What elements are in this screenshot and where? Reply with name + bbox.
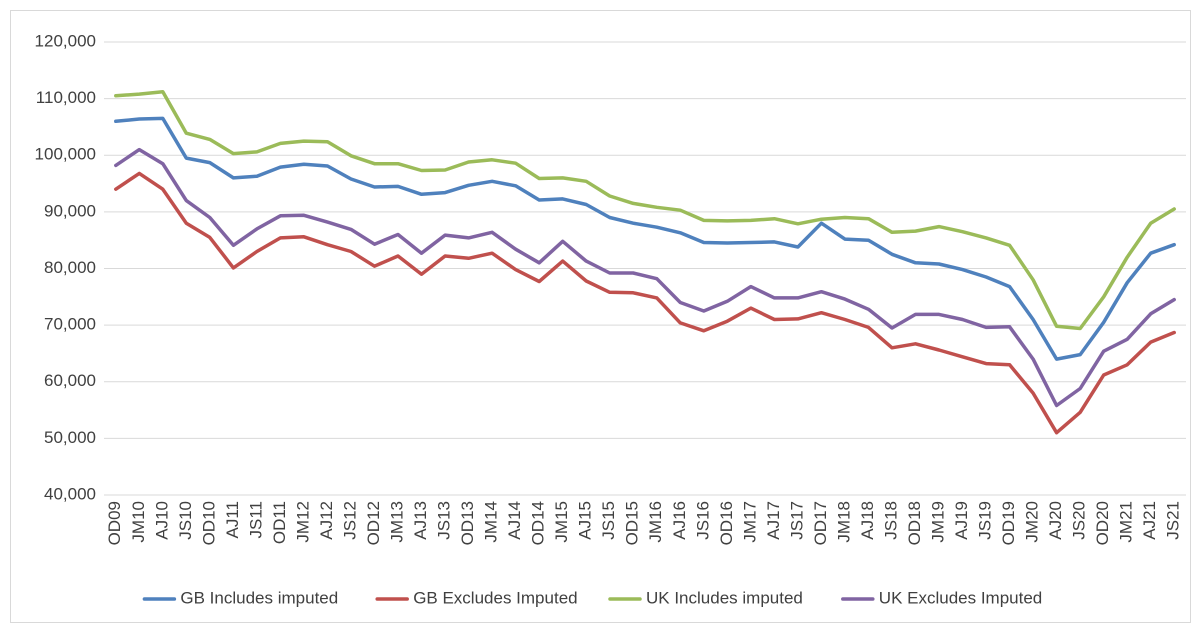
- x-tick-label: AJ11: [223, 501, 242, 539]
- x-tick-label: OD09: [105, 501, 124, 545]
- y-tick-label: 50,000: [44, 428, 96, 447]
- x-tick-label: JM13: [388, 501, 407, 543]
- x-tick-label: AJ13: [411, 501, 430, 540]
- x-tick-label: OD19: [999, 501, 1018, 545]
- x-tick-label: JM18: [834, 501, 853, 543]
- x-tick-label: OD10: [199, 501, 218, 545]
- x-tick-label: JM12: [293, 501, 312, 543]
- x-tick-label: JS17: [787, 501, 806, 540]
- x-tick-label: AJ15: [576, 501, 595, 540]
- x-tick-label: AJ14: [505, 501, 524, 540]
- legend-label: UK Includes imputed: [646, 588, 803, 607]
- x-tick-label: AJ18: [858, 501, 877, 540]
- x-tick-label: JS18: [881, 501, 900, 540]
- x-tick-label: AJ12: [317, 501, 336, 540]
- x-tick-label: JM20: [1023, 501, 1042, 543]
- x-tick-label: OD13: [458, 501, 477, 545]
- x-tick-label: AJ16: [670, 501, 689, 540]
- x-tick-label: JM21: [1117, 501, 1136, 543]
- x-tick-label: OD15: [623, 501, 642, 545]
- x-tick-label: OD11: [270, 501, 289, 544]
- y-tick-label: 40,000: [44, 484, 96, 503]
- x-tick-label: OD17: [811, 501, 830, 545]
- x-tick-label: OD20: [1093, 501, 1112, 545]
- x-tick-label: AJ17: [764, 501, 783, 540]
- x-tick-label: JM17: [740, 501, 759, 543]
- x-tick-label: JM19: [929, 501, 948, 543]
- series-line: [114, 147, 1176, 408]
- x-tick-label: AJ20: [1046, 501, 1065, 540]
- x-tick-label: JS10: [176, 501, 195, 540]
- x-tick-label: JS13: [435, 501, 454, 540]
- series-line: [114, 116, 1176, 361]
- x-tick-label: JS20: [1070, 501, 1089, 540]
- x-tick-label: JS15: [599, 501, 618, 540]
- x-tick-label: AJ10: [152, 501, 171, 540]
- y-tick-label: 110,000: [36, 88, 96, 107]
- x-tick-label: JS12: [340, 501, 359, 540]
- y-tick-label: 70,000: [44, 315, 96, 334]
- series-line: [114, 90, 1176, 331]
- y-tick-label: 60,000: [44, 371, 96, 390]
- x-tick-label: JS19: [976, 501, 995, 540]
- x-tick-label: AJ21: [1140, 501, 1159, 540]
- x-tick-label: JS11: [246, 501, 265, 539]
- x-tick-label: OD14: [529, 501, 548, 545]
- chart-border: [10, 10, 1191, 623]
- y-tick-label: 90,000: [44, 201, 96, 220]
- y-tick-label: 100,000: [35, 145, 96, 164]
- legend-label: GB Excludes Imputed: [413, 588, 577, 607]
- x-tick-label: JS21: [1164, 501, 1183, 540]
- x-tick-label: JM15: [552, 501, 571, 543]
- x-tick-label: AJ19: [952, 501, 971, 540]
- x-tick-label: OD18: [905, 501, 924, 545]
- x-tick-label: JM10: [129, 501, 148, 543]
- x-tick-label: OD12: [364, 501, 383, 545]
- x-tick-label: JM16: [646, 501, 665, 543]
- x-tick-label: JS16: [693, 501, 712, 540]
- y-tick-label: 120,000: [35, 31, 96, 50]
- legend-label: UK Excludes Imputed: [879, 588, 1042, 607]
- legend-label: GB Includes imputed: [180, 588, 338, 607]
- x-tick-label: OD16: [717, 501, 736, 545]
- x-tick-label: JM14: [482, 501, 501, 543]
- series-line: [114, 171, 1176, 435]
- y-tick-label: 80,000: [44, 258, 96, 277]
